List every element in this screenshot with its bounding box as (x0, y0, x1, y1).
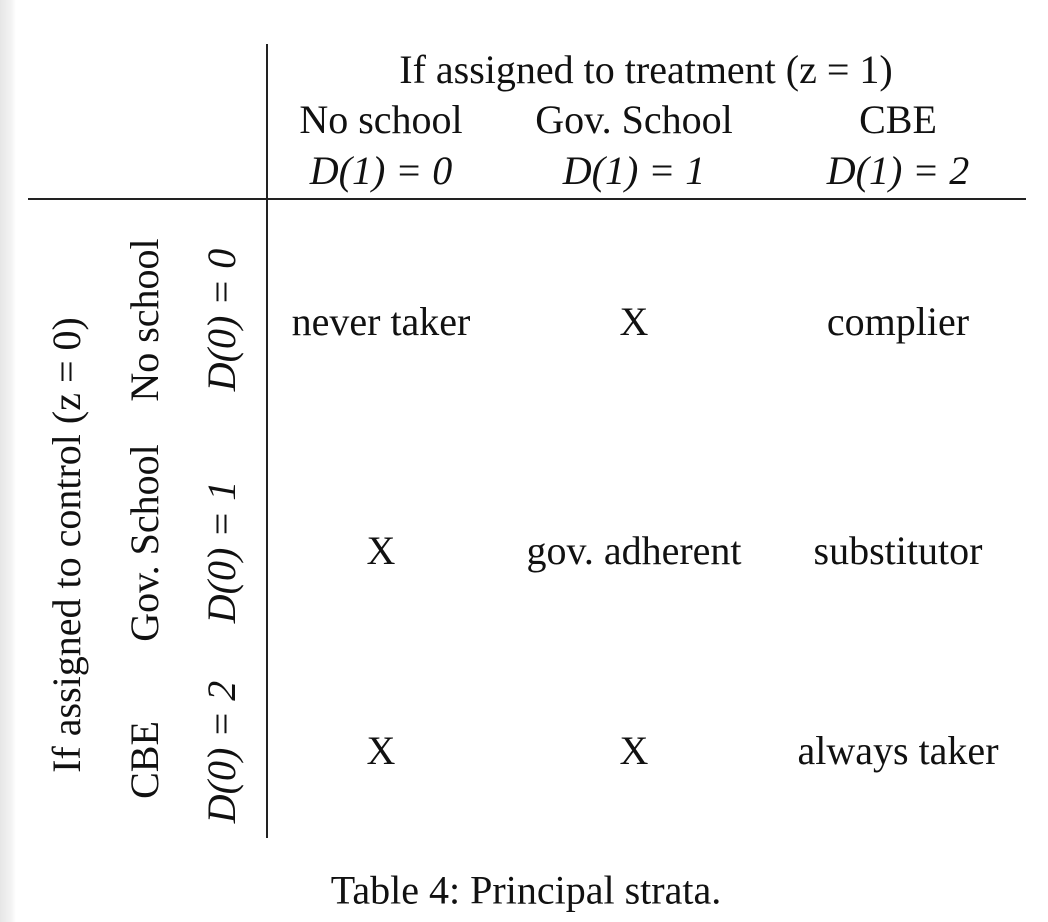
cell-excluded: X (366, 528, 396, 573)
row-header-no-school: No school (122, 238, 167, 402)
column-header-math-d1-1: D(1) = 1 (562, 148, 706, 193)
cell-excluded: X (366, 728, 396, 773)
cell-always-taker: always taker (797, 728, 999, 773)
page-edge-shadow (0, 0, 16, 922)
cell-never-taker: never taker (291, 299, 471, 344)
column-header-math-d1-0: D(1) = 0 (309, 148, 453, 193)
header-divider-horizontal (28, 198, 1026, 200)
cell-substitutor: substitutor (813, 528, 983, 573)
row-header-math-d0-0: D(0) = 0 (199, 248, 244, 392)
table-caption: Table 4: Principal strata. (330, 867, 722, 913)
column-header-cbe: CBE (859, 97, 937, 142)
header-divider-vertical (266, 44, 268, 838)
column-header-no-school: No school (299, 97, 463, 142)
column-header-math-d1-2: D(1) = 2 (826, 148, 970, 193)
row-header-math-d0-2: D(0) = 2 (199, 680, 244, 824)
row-header-gov-school: Gov. School (122, 444, 167, 642)
row-header-math-d0-1: D(0) = 1 (199, 480, 244, 624)
column-header-gov-school: Gov. School (535, 97, 733, 142)
cell-excluded: X (619, 728, 649, 773)
cell-gov-adherent: gov. adherent (526, 528, 742, 573)
cell-excluded: X (619, 299, 649, 344)
row-group-label: If assigned to control (z = 0) (44, 317, 89, 773)
column-group-label: If assigned to treatment (z = 1) (399, 47, 893, 92)
row-header-cbe: CBE (122, 721, 167, 799)
cell-complier: complier (826, 299, 970, 344)
